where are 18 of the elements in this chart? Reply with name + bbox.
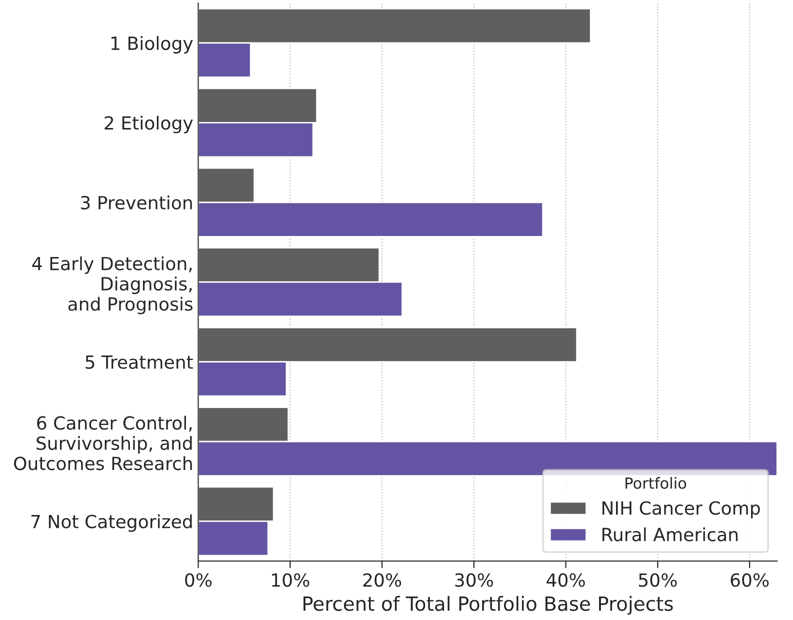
x-tick-label: 20% <box>363 573 402 587</box>
x-tick-label: 10% <box>272 573 310 587</box>
y-tick-label: 3 Prevention <box>81 196 192 210</box>
x-tick-label: 0% <box>185 573 212 587</box>
x-tick-label: 30% <box>455 573 493 587</box>
y-tick-label: 5 Treatment <box>86 356 193 369</box>
legend-title: Portfolio <box>626 477 686 489</box>
x-tick-label: 60% <box>730 573 769 587</box>
y-tick-label: 4 Early Detection, Diagnosis, and Prognosis <box>32 256 193 314</box>
y-tick-label: 7 Not Categorized <box>31 514 192 532</box>
x-tick-label: 50% <box>639 573 677 587</box>
y-tick-label: 2 Etiology <box>104 116 193 134</box>
y-tick-label: 6 Cancer Control, Survivorship, and Outcomes Research <box>14 416 192 470</box>
y-tick-label: 1 Biology <box>111 36 193 54</box>
legend-label: NIH Cancer Comp <box>602 501 760 518</box>
x-axis-title: Percent of Total Portfolio Base Projects <box>304 596 673 615</box>
x-tick-label: 40% <box>546 573 585 587</box>
legend-label: Rural American <box>602 527 738 542</box>
